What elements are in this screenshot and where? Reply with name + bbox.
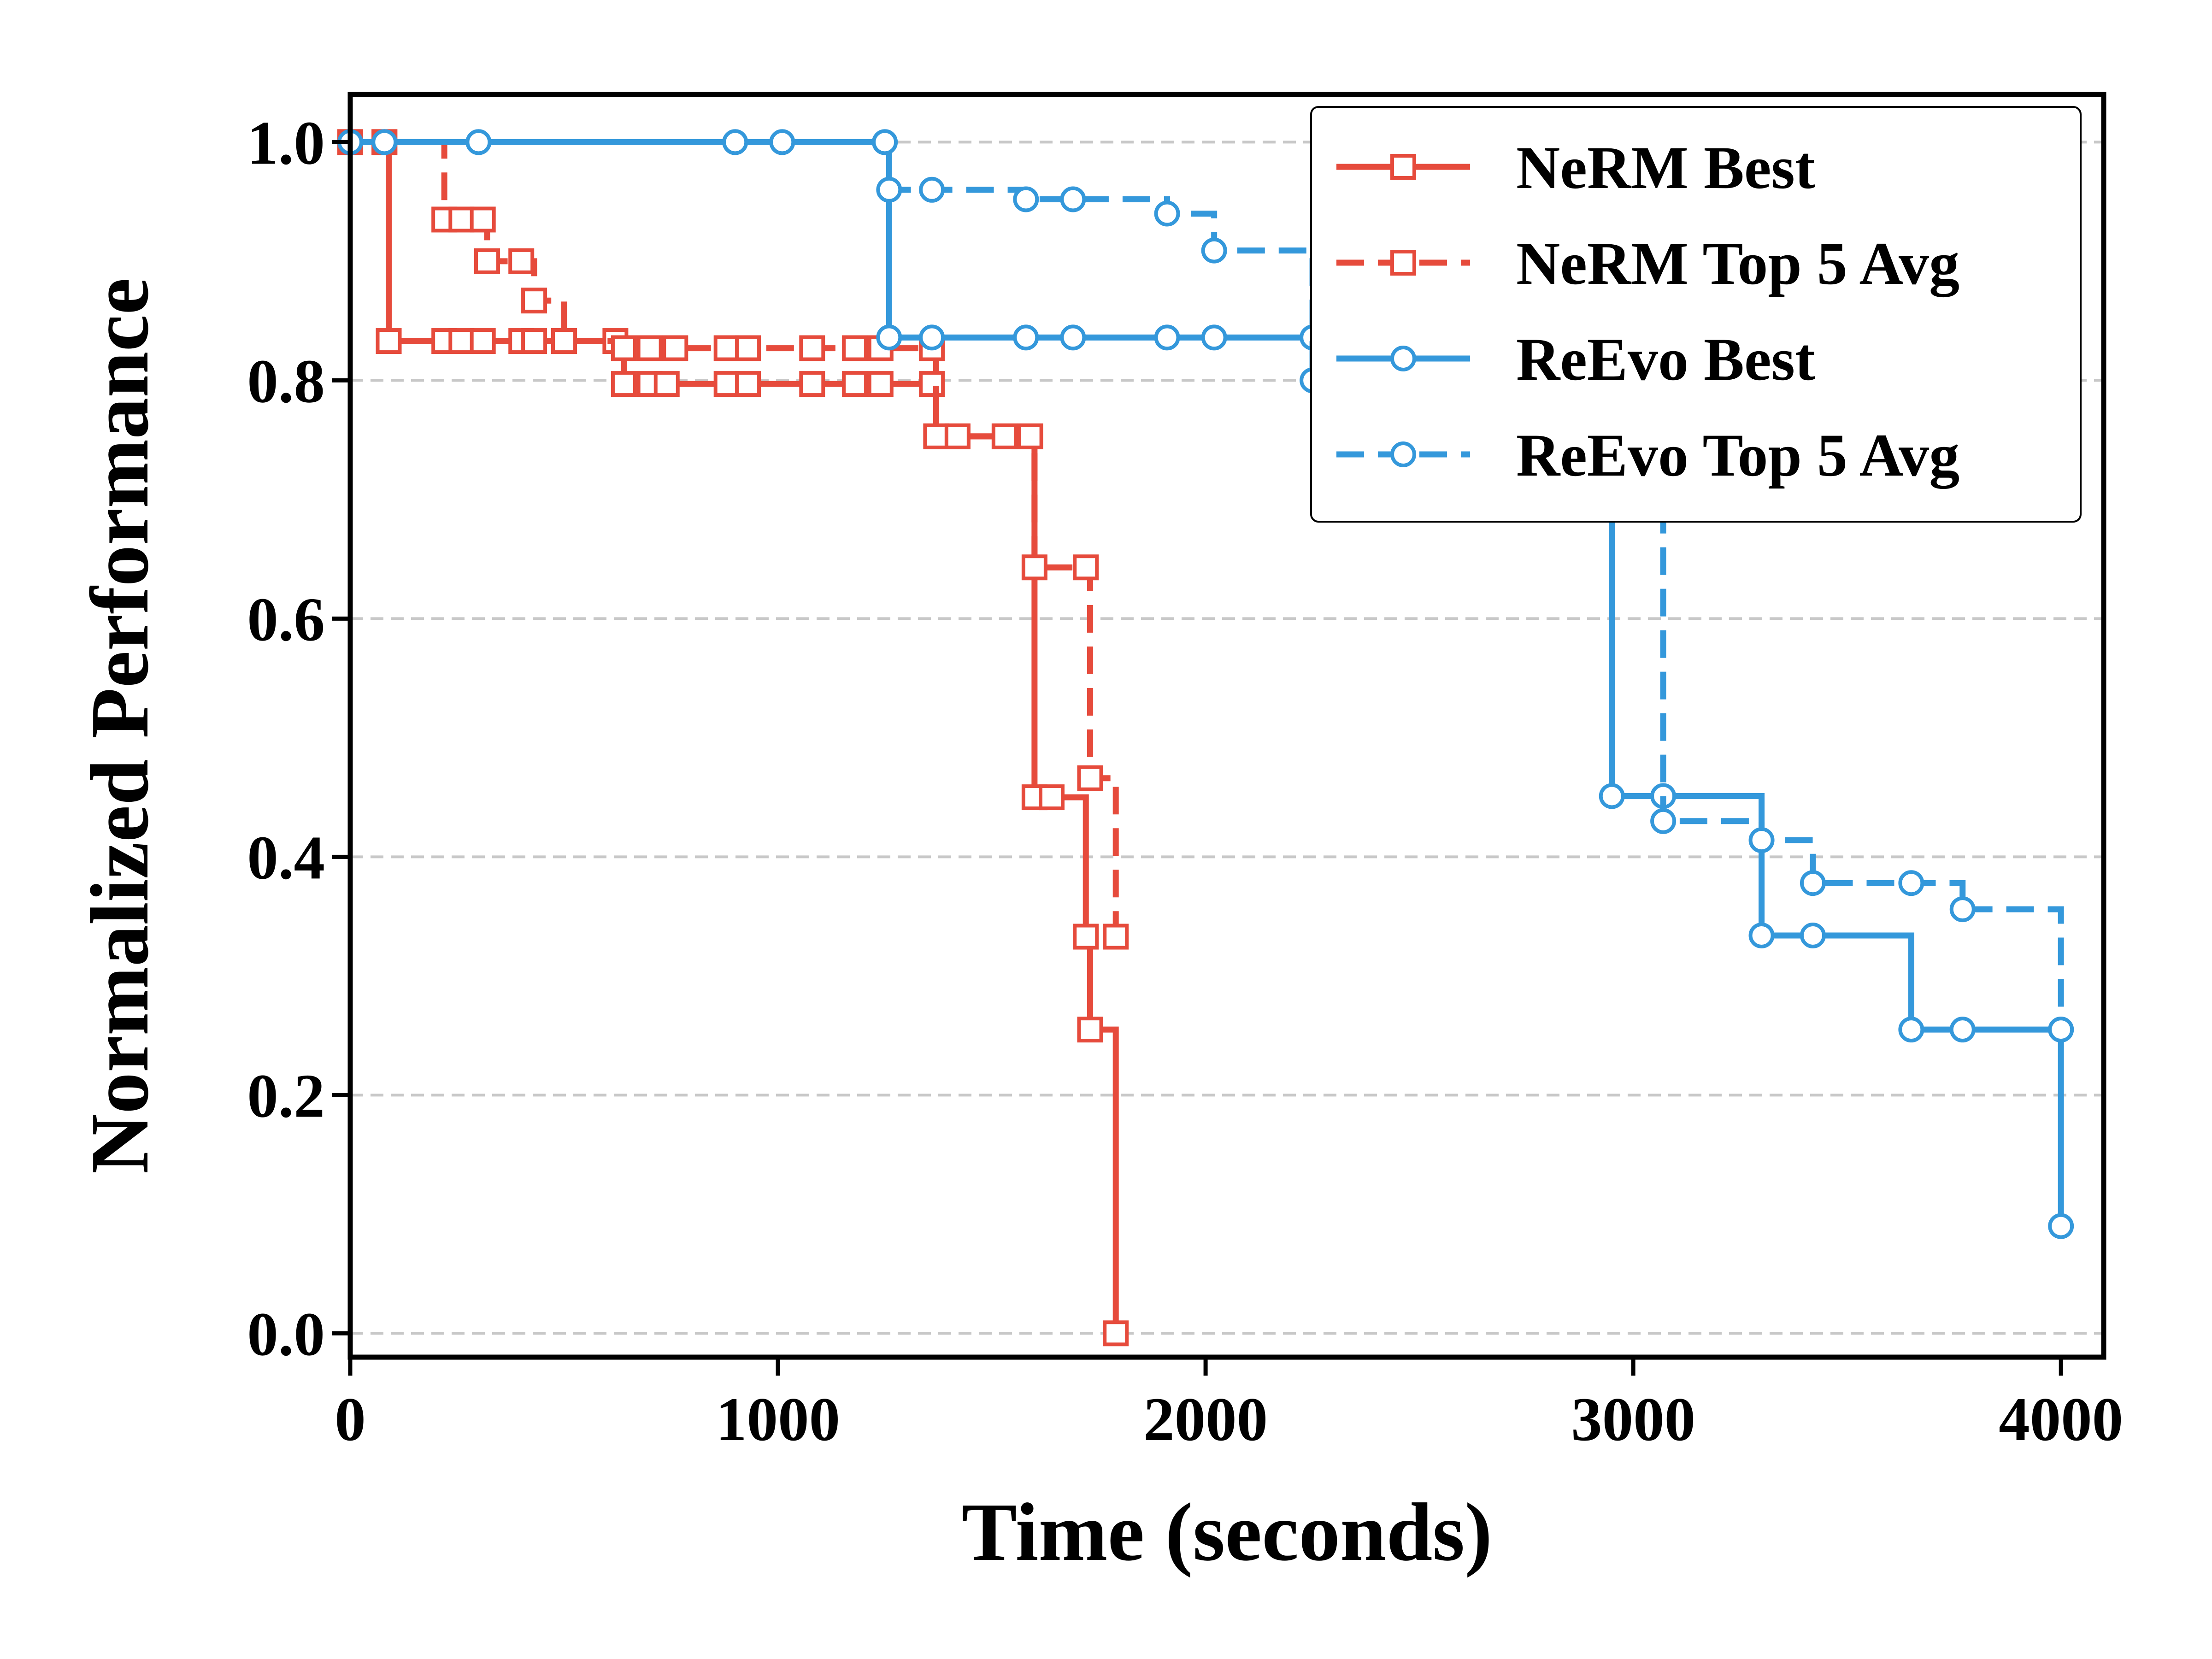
series-3-point-5 xyxy=(872,129,898,155)
series-1 xyxy=(337,129,1129,950)
series-3-point-1 xyxy=(371,129,398,155)
legend-marker-3 xyxy=(1390,441,1416,467)
legend-marker-0 xyxy=(1390,154,1416,180)
y-tick-label-0: 0.0 xyxy=(247,1300,325,1369)
series-0-point-14 xyxy=(735,371,761,397)
series-3-point-9 xyxy=(1060,186,1086,212)
series-2-point-6 xyxy=(876,324,902,351)
series-2-point-16 xyxy=(1800,922,1826,948)
series-3-point-20 xyxy=(1898,870,1924,896)
series-0-point-16 xyxy=(842,371,868,397)
series-3-point-21 xyxy=(1949,896,1976,923)
series-2-point-7 xyxy=(919,324,945,351)
series-3-point-4 xyxy=(769,129,795,155)
series-1-point-22 xyxy=(1021,554,1047,581)
y-tick-label-4: 0.8 xyxy=(247,347,325,416)
series-2-point-18 xyxy=(1949,1017,1976,1043)
series-1-point-8 xyxy=(551,328,577,354)
series-2-point-17 xyxy=(1898,1017,1924,1043)
series-1-point-20 xyxy=(991,423,1018,449)
series-1-point-6 xyxy=(508,248,535,274)
series-0-point-2 xyxy=(376,328,402,354)
series-2-point-11 xyxy=(1201,324,1227,351)
series-1-point-4 xyxy=(470,206,496,233)
series-1-point-10 xyxy=(636,335,663,361)
series-1-point-19 xyxy=(944,423,971,449)
series-1-point-18 xyxy=(923,423,949,449)
x-tick-label-3: 3000 xyxy=(1571,1385,1695,1454)
x-axis-label: Time (seconds) xyxy=(962,1486,1493,1578)
series-0-point-24 xyxy=(1039,784,1065,811)
x-tick-label-2: 2000 xyxy=(1143,1385,1268,1454)
series-0 xyxy=(337,129,1129,1347)
series-1-point-25 xyxy=(1103,924,1129,950)
series-1-point-13 xyxy=(735,335,761,361)
series-3-point-6 xyxy=(876,176,902,203)
series-2-point-15 xyxy=(1748,922,1775,948)
y-tick-label-1: 0.2 xyxy=(247,1062,325,1130)
series-3-point-11 xyxy=(1201,237,1227,264)
series-2-point-13 xyxy=(1599,783,1625,809)
series-1-point-15 xyxy=(842,335,868,361)
y-tick-label-3: 0.6 xyxy=(247,585,325,654)
series-0-point-13 xyxy=(713,371,740,397)
legend-label-1: NeRM Top 5 Avg xyxy=(1516,229,1959,297)
series-2-point-8 xyxy=(1013,324,1039,351)
series-1-point-5 xyxy=(474,248,500,274)
series-1-point-24 xyxy=(1077,765,1103,791)
legend-box xyxy=(1310,106,2082,523)
series-1-point-23 xyxy=(1073,554,1099,581)
legend-label-2: ReEvo Best xyxy=(1516,325,1815,393)
series-0-point-12 xyxy=(653,371,680,397)
y-axis-label: Normalized Performance xyxy=(74,278,165,1174)
series-3-point-22 xyxy=(2048,1017,2074,1043)
series-1-point-9 xyxy=(611,335,637,361)
series-0-point-26 xyxy=(1077,1017,1103,1043)
series-0-point-10 xyxy=(611,371,637,397)
legend-label-3: ReEvo Top 5 Avg xyxy=(1516,421,1959,489)
series-line-0 xyxy=(350,139,1119,1334)
series-1-point-21 xyxy=(1017,423,1043,449)
series-3-point-10 xyxy=(1154,200,1180,227)
plot-frame xyxy=(347,92,2106,1360)
x-tick-label-0: 0 xyxy=(335,1385,366,1454)
legend-label-0: NeRM Best xyxy=(1516,134,1815,201)
series-0-point-25 xyxy=(1073,924,1099,950)
series-0-point-17 xyxy=(867,371,894,397)
series-2-point-10 xyxy=(1154,324,1180,351)
y-tick-label-2: 0.4 xyxy=(247,824,325,892)
x-tick-label-1: 1000 xyxy=(716,1385,840,1454)
legend: NeRM Best NeRM Top 5 Avg ReEvo Best ReEvo T… xyxy=(1310,106,2082,523)
series-0-point-18 xyxy=(919,371,945,397)
legend-marker-1 xyxy=(1390,250,1416,276)
series-3-point-7 xyxy=(919,176,945,203)
series-3-point-19 xyxy=(1800,870,1826,896)
series-2-point-9 xyxy=(1060,324,1086,351)
series-0-point-27 xyxy=(1103,1320,1129,1347)
series-3-point-18 xyxy=(1748,827,1775,853)
series-line-1 xyxy=(350,139,1119,937)
series-0-point-4 xyxy=(448,328,475,354)
series-3-point-2 xyxy=(465,129,492,155)
legend-marker-2 xyxy=(1390,346,1416,371)
series-1-point-7 xyxy=(521,288,547,314)
series-0-point-7 xyxy=(521,328,547,354)
axis-ticks: 0 1000 2000 3000 4000 0.0 0.2 0.4 0.6 0.8 1.0 xyxy=(247,109,2123,1454)
series-0-point-5 xyxy=(470,328,496,354)
series-3-point-3 xyxy=(722,129,748,155)
series-3-point-8 xyxy=(1013,186,1039,212)
x-tick-label-4: 4000 xyxy=(1999,1385,2123,1454)
series-1-point-3 xyxy=(448,206,475,233)
series-1-point-14 xyxy=(799,335,825,361)
series-2-point-20 xyxy=(2048,1213,2074,1239)
series-3-point-17 xyxy=(1650,808,1677,834)
series-0-point-15 xyxy=(799,371,825,397)
y-tick-label-5: 1.0 xyxy=(247,109,325,177)
series-1-point-11 xyxy=(662,335,688,361)
series-1-point-12 xyxy=(713,335,740,361)
